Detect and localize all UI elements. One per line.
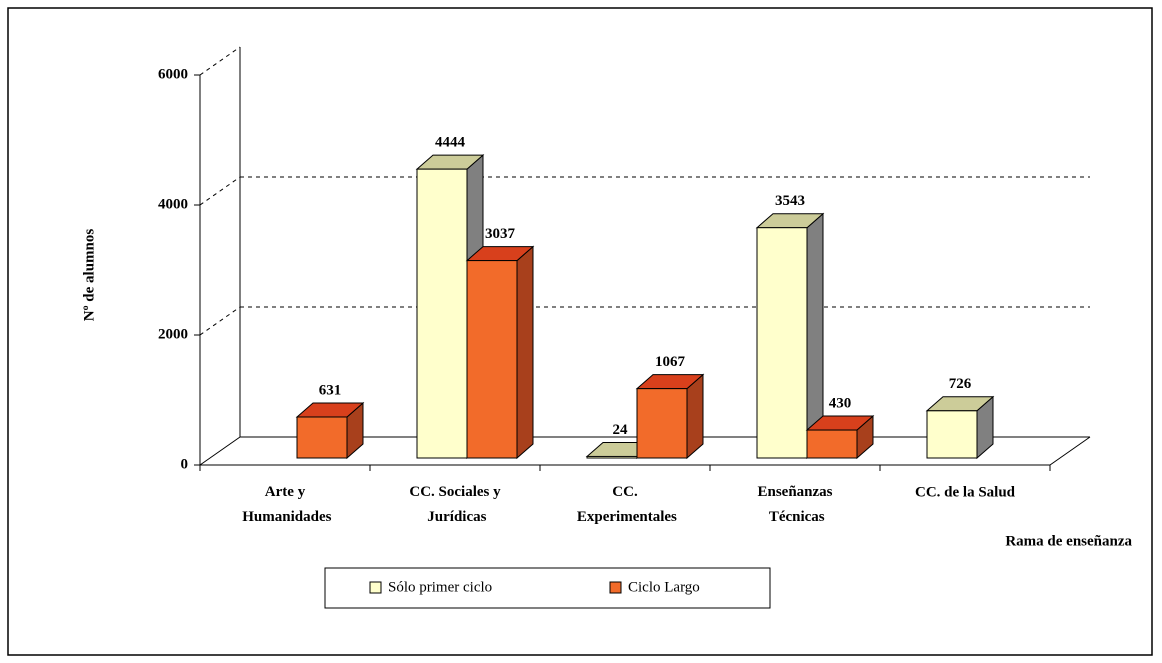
bar <box>416 168 468 459</box>
bar <box>296 416 348 459</box>
bar-side <box>516 245 534 460</box>
axis <box>1049 436 1091 466</box>
y-tick-label: 2000 <box>158 326 188 342</box>
bar <box>926 410 978 459</box>
x-tick-label: CC. Sociales y Jurídicas <box>409 484 501 525</box>
data-label: 631 <box>319 382 342 398</box>
grid-line <box>199 46 241 76</box>
x-tick-label: CC. de la Salud <box>915 484 1016 500</box>
x-tick-label: Arte y Humanidades <box>239 484 332 525</box>
bar <box>806 429 858 459</box>
y-tick-label: 0 <box>181 456 189 472</box>
data-label: 24 <box>613 422 629 438</box>
y-tick-label: 4000 <box>158 196 188 212</box>
legend-label: Sólo primer ciclo <box>388 579 492 595</box>
bar <box>756 227 808 459</box>
grid-line <box>199 176 241 206</box>
grid-line <box>199 306 241 336</box>
x-tick-label: CC. Experimentales <box>573 484 677 525</box>
frame <box>7 7 1153 656</box>
data-label: 3543 <box>775 193 805 209</box>
bar <box>636 388 688 459</box>
legend-swatch <box>609 581 622 594</box>
bar <box>466 260 518 459</box>
y-tick-label: 6000 <box>158 66 188 82</box>
y-axis-label: Nº de alumnos <box>81 229 97 322</box>
data-label: 3037 <box>485 226 516 242</box>
data-label: 430 <box>829 395 852 411</box>
bar <box>586 455 638 459</box>
legend-label: Ciclo Largo <box>628 579 700 595</box>
x-tick-label: Enseñanzas Técnicas <box>757 484 832 525</box>
legend <box>324 567 771 609</box>
data-label: 726 <box>949 376 972 392</box>
data-label: 4444 <box>435 135 466 151</box>
legend-swatch <box>369 581 382 594</box>
axis <box>199 436 241 466</box>
data-label: 1067 <box>655 354 686 370</box>
x-axis-label: Rama de enseñanza <box>1005 533 1132 549</box>
